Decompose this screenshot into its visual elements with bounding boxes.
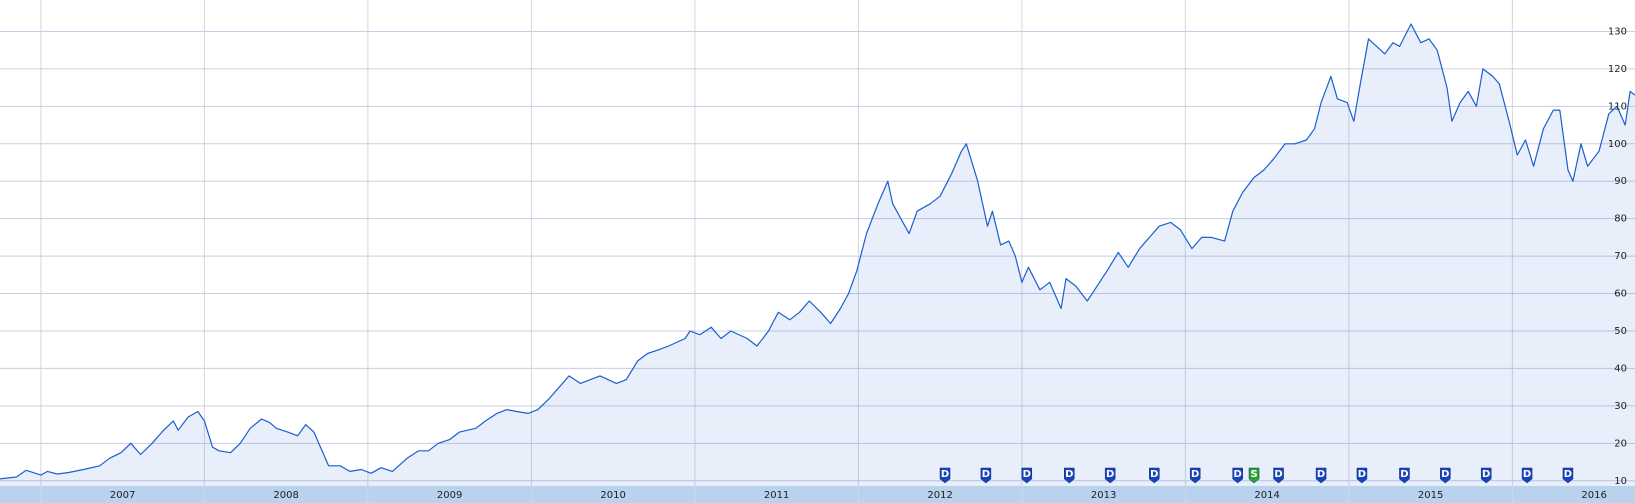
y-tick-label: 110 [1608, 101, 1627, 112]
area-fill [0, 24, 1635, 486]
y-tick-label: 10 [1614, 476, 1627, 487]
event-flag [939, 467, 951, 484]
plot [0, 23, 1635, 486]
event-flag [1149, 467, 1160, 484]
event-label: D [1358, 469, 1366, 480]
event-label: D [1441, 469, 1449, 480]
y-tick-label: 130 [1608, 26, 1627, 37]
labels: 2007 2008 2009 2010 2011 2012 2013 2014 2015 2016… [110, 26, 1627, 501]
event-flag [1189, 467, 1201, 484]
event-flag [1248, 467, 1260, 484]
event-flag [1440, 467, 1451, 484]
x-tick-label: 2012 [927, 490, 952, 501]
event-label: D [1150, 469, 1158, 480]
x-tick-label: 2016 [1581, 490, 1606, 501]
y-tick-label: 70 [1614, 251, 1627, 262]
event-flag [1399, 467, 1410, 484]
event-label: S [1250, 469, 1257, 480]
x-tick-label: 2011 [764, 490, 789, 501]
event-flag [1232, 467, 1243, 484]
x-tick-label: 2009 [437, 490, 462, 501]
y-tick-label: 100 [1608, 139, 1627, 150]
event-label: D [982, 469, 990, 480]
price-line [0, 23, 1635, 480]
event-label: D [1482, 469, 1490, 480]
y-tick-label: 30 [1614, 401, 1627, 412]
event-label: D [1023, 469, 1031, 480]
y-tick-label: 50 [1614, 326, 1627, 337]
x-tick-label: 2008 [273, 490, 298, 501]
y-tick-label: 80 [1614, 214, 1627, 225]
y-tick-label: 40 [1614, 363, 1627, 374]
x-tick-label: 2014 [1254, 490, 1279, 501]
y-tick-label: 20 [1614, 438, 1627, 449]
event-label: D [1523, 469, 1531, 480]
event-flag [1562, 467, 1574, 484]
event-label: D [941, 469, 949, 480]
event-label: D [1317, 469, 1325, 480]
y-tick-label: 120 [1608, 64, 1627, 75]
x-tick-label: 2015 [1418, 490, 1443, 501]
event-flag [980, 467, 992, 484]
event-flag [1064, 467, 1075, 484]
event-flag [1480, 467, 1492, 484]
event-label: D [1065, 469, 1073, 480]
event-label: D [1564, 469, 1572, 480]
event-label: D [1274, 469, 1282, 480]
event-flag [1104, 467, 1116, 484]
event-label: D [1234, 469, 1242, 480]
event-flag [1021, 467, 1033, 484]
y-tick-label: 60 [1614, 289, 1627, 300]
x-tick-label: 2010 [600, 490, 625, 501]
y-tick-label: 90 [1614, 176, 1627, 187]
x-tick-label: 2013 [1091, 490, 1116, 501]
event-label: D [1106, 469, 1114, 480]
event-flag [1356, 467, 1368, 484]
x-axis-strip [0, 486, 1635, 503]
event-flag [1521, 467, 1533, 484]
event-flag [1315, 467, 1327, 484]
event-label: D [1191, 469, 1199, 480]
event-flag [1273, 467, 1284, 484]
x-tick-label: 2007 [110, 490, 135, 501]
event-label: D [1400, 469, 1408, 480]
